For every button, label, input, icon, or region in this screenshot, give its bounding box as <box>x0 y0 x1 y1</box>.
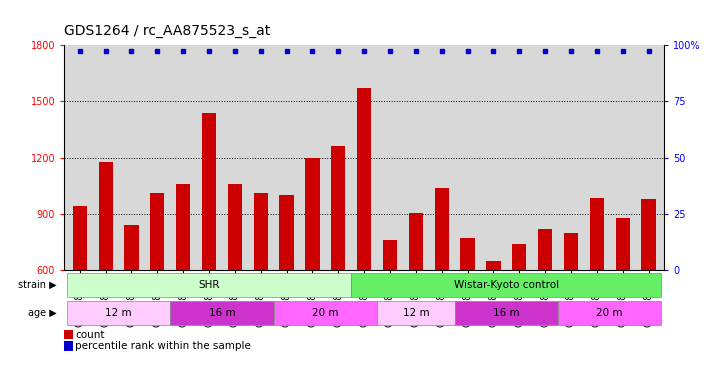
Bar <box>558 302 661 325</box>
Bar <box>351 273 661 297</box>
Bar <box>331 146 346 270</box>
Text: 16 m: 16 m <box>208 308 236 318</box>
Bar <box>615 217 630 270</box>
Bar <box>202 112 216 270</box>
Bar <box>512 244 526 270</box>
Bar <box>641 199 655 270</box>
Bar <box>273 302 377 325</box>
Text: 20 m: 20 m <box>596 308 623 318</box>
Text: Wistar-Kyoto control: Wistar-Kyoto control <box>454 280 559 290</box>
Bar <box>228 184 242 270</box>
Text: 12 m: 12 m <box>403 308 429 318</box>
Bar <box>150 193 164 270</box>
Bar <box>435 188 449 270</box>
Text: 20 m: 20 m <box>312 308 338 318</box>
Bar <box>455 302 558 325</box>
Text: SHR: SHR <box>198 280 220 290</box>
Text: percentile rank within the sample: percentile rank within the sample <box>75 341 251 351</box>
Bar <box>306 158 320 270</box>
Bar <box>461 238 475 270</box>
Text: GDS1264 / rc_AA875523_s_at: GDS1264 / rc_AA875523_s_at <box>64 24 271 38</box>
Text: 16 m: 16 m <box>493 308 520 318</box>
Text: 12 m: 12 m <box>105 308 132 318</box>
Bar <box>486 261 501 270</box>
Bar <box>124 225 139 270</box>
Bar <box>176 184 191 270</box>
Bar <box>383 240 397 270</box>
Bar <box>377 302 455 325</box>
Bar <box>99 162 113 270</box>
Bar <box>253 193 268 270</box>
Bar <box>408 213 423 270</box>
Bar <box>67 273 351 297</box>
Text: strain ▶: strain ▶ <box>19 280 57 290</box>
Bar <box>279 195 293 270</box>
Bar <box>564 232 578 270</box>
Bar <box>170 302 273 325</box>
Text: age ▶: age ▶ <box>29 308 57 318</box>
Bar <box>357 88 371 270</box>
Bar <box>538 229 552 270</box>
Bar <box>67 302 170 325</box>
Bar <box>590 198 604 270</box>
Bar <box>73 206 87 270</box>
Text: count: count <box>75 330 104 340</box>
